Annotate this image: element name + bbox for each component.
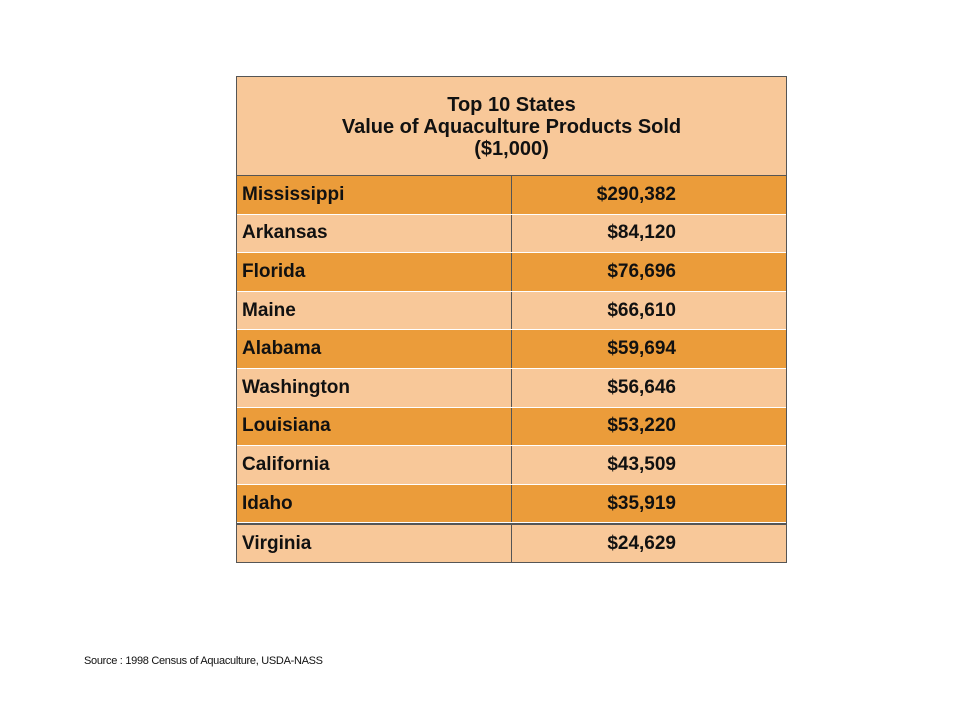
table-row: Arkansas $84,120: [237, 214, 786, 254]
state-cell: Alabama: [237, 330, 512, 368]
state-cell: Idaho: [237, 484, 512, 523]
table-row: Washington $56,646: [237, 368, 786, 408]
value-cell: $290,382: [596, 183, 676, 205]
table-row: Maine $66,610: [237, 291, 786, 331]
table-body: Mississippi $290,382 Arkansas $84,120 Fl…: [237, 176, 786, 562]
table-title-line-1: Top 10 States: [447, 94, 576, 116]
state-cell: Arkansas: [237, 214, 512, 253]
value-cell: $43,509: [607, 453, 676, 475]
value-cell: $76,696: [607, 260, 676, 282]
state-cell: California: [237, 446, 512, 484]
state-cell: Virginia: [237, 525, 512, 562]
value-cell: $35,919: [607, 492, 676, 514]
table-row: California $43,509: [237, 446, 786, 485]
source-note: Source : 1998 Census of Aquaculture, USD…: [84, 655, 323, 667]
table-title-line-2: Value of Aquaculture Products Sold: [341, 116, 682, 138]
table-row: Virginia $24,629: [237, 523, 786, 562]
value-cell: $53,220: [607, 415, 676, 437]
value-cell: $84,120: [607, 222, 676, 244]
table-row: Mississippi $290,382: [237, 176, 786, 215]
table-title: Top 10 States Value of Aquaculture Produ…: [237, 77, 786, 176]
state-cell: Maine: [237, 291, 512, 330]
table-title-line-3: ($1,000): [474, 138, 549, 160]
state-cell: Louisiana: [237, 407, 512, 446]
value-cell: $66,610: [607, 299, 676, 321]
state-cell: Florida: [237, 253, 512, 291]
table-row: Florida $76,696: [237, 253, 786, 292]
state-cell: Mississippi: [237, 176, 512, 214]
value-cell: $59,694: [607, 338, 676, 360]
data-table: Top 10 States Value of Aquaculture Produ…: [236, 76, 787, 563]
value-cell: $56,646: [607, 376, 676, 398]
table-row: Louisiana $53,220: [237, 407, 786, 447]
table-row: Alabama $59,694: [237, 330, 786, 369]
state-cell: Washington: [237, 368, 512, 407]
table-row: Idaho $35,919: [237, 484, 786, 524]
value-cell: $24,629: [607, 532, 676, 554]
